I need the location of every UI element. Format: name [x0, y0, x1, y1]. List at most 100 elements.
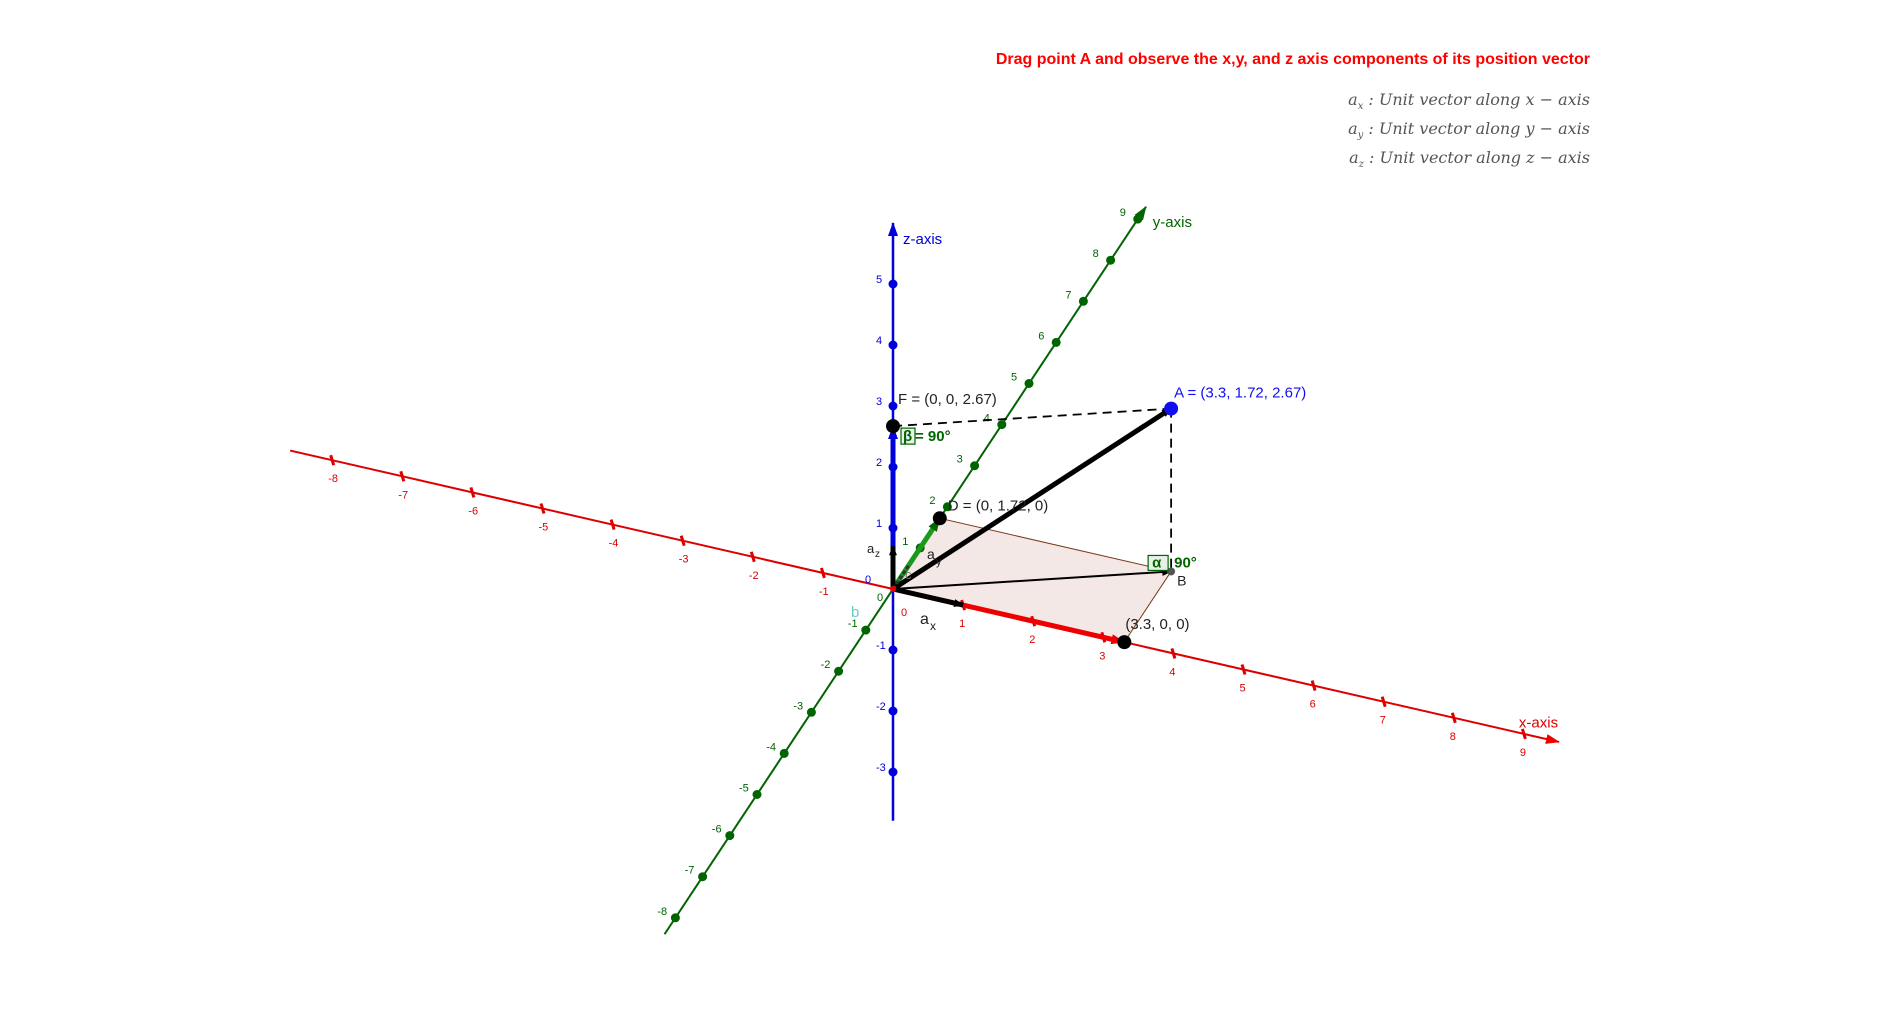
x-tick: [1240, 664, 1247, 675]
y-tick-label: 1: [902, 536, 908, 548]
y-tick-label: 0: [877, 592, 883, 604]
y-tick: [970, 461, 980, 471]
z-tick-label: 1: [876, 518, 882, 530]
b-label: b: [851, 604, 859, 621]
z-tick-label: 3: [876, 396, 882, 408]
c-label: c: [905, 567, 912, 582]
y-tick-label: -6: [712, 824, 722, 836]
angle-beta-symbol: β: [903, 428, 912, 445]
legend-symbol: a: [1348, 90, 1358, 109]
legend-ay: ay : Unit vector along y − axis: [1348, 119, 1590, 141]
x-tick-label: -5: [539, 522, 549, 534]
instruction-title: Drag point A and observe the x,y, and z …: [995, 51, 1590, 68]
y-tick: [1024, 379, 1034, 388]
x-tick: [469, 486, 476, 498]
x-tick-label: -6: [468, 505, 478, 517]
ay-label: a: [927, 546, 935, 562]
point-b[interactable]: [1167, 567, 1176, 576]
legend-text: : Unit vector along x − axis: [1363, 90, 1590, 109]
angle-beta-value: = 90°: [915, 428, 951, 445]
x-tick: [1380, 696, 1387, 708]
z-axis-label: z-axis: [903, 231, 942, 248]
y-tick-label: 5: [1011, 372, 1017, 384]
ax-label-sub: x: [930, 619, 936, 633]
x-tick: [1310, 680, 1317, 692]
y-tick-label: 6: [1038, 330, 1044, 342]
y-tick: [997, 420, 1007, 430]
y-tick: [698, 872, 708, 882]
x-tick: [819, 567, 826, 579]
point-f-label: F = (0, 0, 2.67): [898, 391, 997, 408]
x-tick-label: -4: [609, 538, 619, 550]
x-tick-label: 1: [959, 618, 965, 630]
y-tick-label: -4: [766, 741, 776, 753]
legend-az: az : Unit vector along z − axis: [1349, 148, 1590, 170]
z-tick-label: 2: [876, 457, 882, 469]
y-axis-label: y-axis: [1153, 214, 1192, 231]
angle-alpha-value: 90°: [1174, 554, 1197, 571]
z-tick-label: 4: [876, 335, 882, 347]
x-tick-label: 0: [901, 607, 907, 619]
az-label-sub: z: [875, 549, 880, 560]
unit-vector-ax: [892, 586, 965, 608]
x-tick: [1170, 647, 1177, 659]
z-tick: [888, 767, 898, 777]
y-tick-label: -8: [657, 906, 667, 918]
x-tick: [749, 551, 756, 563]
y-tick-label: 7: [1065, 289, 1071, 301]
x-tick-label: -7: [398, 489, 408, 501]
y-tick: [1133, 214, 1143, 224]
point-x-projection[interactable]: [1117, 635, 1132, 650]
point-b-label: B: [1177, 572, 1186, 588]
point-a[interactable]: [1164, 401, 1179, 416]
y-tick-label: -2: [821, 659, 831, 671]
y-tick-label: -5: [739, 783, 749, 795]
y-tick: [1078, 296, 1088, 306]
y-tick: [942, 502, 952, 512]
z-tick-label: -2: [876, 701, 886, 713]
x-tick-label: 4: [1169, 666, 1175, 678]
z-tick: [888, 645, 898, 655]
x-tick: [399, 470, 406, 482]
y-tick: [806, 707, 816, 717]
z-tick-label: 5: [876, 274, 882, 286]
legend-sub: z: [1358, 159, 1364, 171]
legend-text: : Unit vector along z − axis: [1363, 148, 1590, 167]
ax-label: a: [920, 611, 929, 628]
az-label: a: [867, 541, 875, 556]
angle-alpha-symbol: α: [1152, 554, 1162, 571]
x-tick: [539, 503, 546, 514]
legend-sub: x: [1357, 101, 1364, 113]
x-tick: [1450, 712, 1457, 724]
x-tick: [609, 519, 616, 531]
x-tick-label: 6: [1310, 699, 1316, 711]
y-tick-label: 3: [957, 454, 963, 466]
z-tick: [888, 340, 898, 350]
y-tick-label: 2: [929, 495, 935, 507]
point-x-projection-label: (3.3, 0, 0): [1125, 616, 1189, 633]
y-tick: [670, 913, 680, 923]
vector-ob: [892, 568, 1173, 590]
origin-point: [890, 586, 896, 592]
point-f[interactable]: [886, 419, 900, 434]
y-tick-label: 9: [1120, 207, 1126, 219]
legend-ax: ax : Unit vector along x − axis: [1348, 90, 1590, 112]
x-tick-label: 2: [1029, 634, 1035, 646]
y-tick-label: 4: [984, 413, 990, 425]
y-tick-label: -1: [848, 618, 858, 630]
x-tick: [1520, 728, 1527, 740]
z-tick: [888, 279, 898, 289]
y-tick: [1106, 255, 1116, 265]
x-tick-label: 8: [1450, 731, 1456, 743]
y-tick: [861, 625, 871, 635]
x-tick-label: -1: [819, 586, 829, 598]
y-tick: [1051, 337, 1061, 347]
point-a-label: A = (3.3, 1.72, 2.67): [1174, 385, 1306, 402]
x-tick: [679, 535, 686, 547]
x-tick-label: 3: [1099, 650, 1105, 662]
point-d[interactable]: [932, 511, 947, 526]
x-tick-label: 9: [1520, 747, 1526, 759]
legend-sub: y: [1357, 130, 1364, 142]
ay-label-sub: y: [936, 556, 942, 568]
